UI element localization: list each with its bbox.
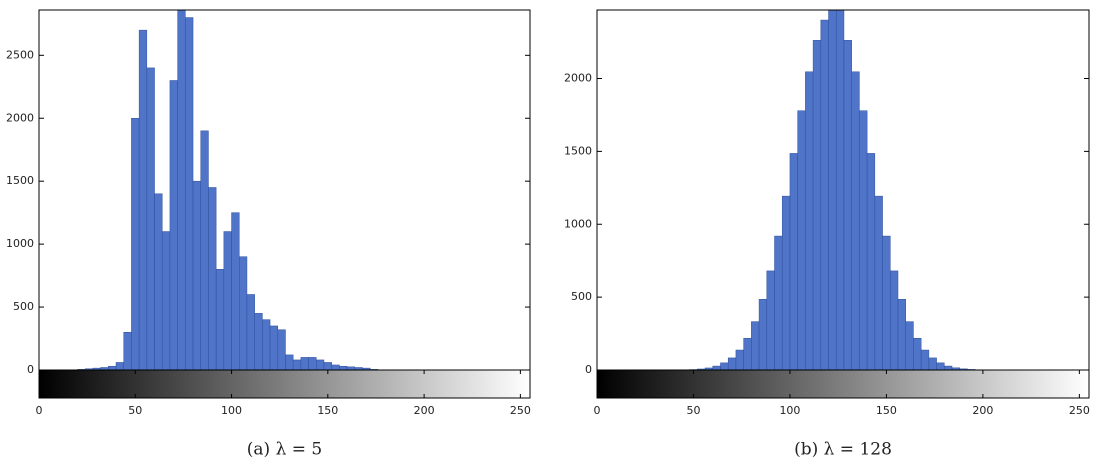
bar [123,331,132,370]
y-tick-label: 1500 [564,144,592,157]
bar [115,362,124,370]
x-tick-label: 50 [686,404,700,417]
bar [269,325,279,370]
bar [720,362,729,370]
bar [323,362,332,370]
bar [277,329,286,370]
bar [866,153,876,370]
bar [262,319,271,370]
bar [743,337,752,370]
bar [246,294,255,370]
bar [897,299,906,370]
y-tick-label: 500 [571,290,592,303]
bar [812,40,822,370]
bar [239,256,248,370]
bar [944,365,953,370]
y-tick-label: 2500 [6,48,34,61]
y-tick-label: 500 [13,300,34,313]
bar [131,118,140,370]
bar [905,321,914,370]
bar [292,359,302,370]
bar [161,231,171,370]
caption: (a) λ = 5 [247,440,322,460]
caption: (b) λ = 128 [794,440,892,460]
bar [797,110,806,370]
bar [285,354,294,370]
x-tick-label: 250 [1069,404,1090,417]
x-tick-label: 100 [779,404,800,417]
x-tick-label: 150 [317,404,338,417]
bar [712,365,721,370]
plot-frame [38,9,531,371]
y-tick-label: 1000 [6,237,34,250]
bar [851,71,860,370]
bar [146,67,155,370]
bar [835,10,845,370]
x-tick-label: 0 [594,404,601,417]
x-tick-label: 200 [414,404,435,417]
bar [138,29,148,370]
bars [77,10,379,370]
bar [828,10,837,370]
bar [936,362,945,370]
x-tick-label: 150 [876,404,897,417]
y-tick-label: 1500 [6,174,34,187]
bars [689,10,976,370]
bar [805,71,814,370]
bar [890,270,899,370]
bar [169,80,178,370]
bar [774,235,783,370]
bar [208,187,217,370]
bar [882,235,891,370]
bar [874,195,883,370]
y-tick-label: 0 [585,363,592,376]
bar [843,40,852,370]
y-tick-label: 0 [27,363,34,376]
x-tick-label: 200 [972,404,993,417]
bar [913,337,922,370]
bar [185,17,194,370]
x-tick-label: 50 [128,404,142,417]
bar [223,231,232,370]
bar [254,313,263,370]
bar [231,212,240,370]
colorbar [38,369,531,399]
bar [154,193,163,370]
bar [200,130,209,370]
bar [339,365,348,370]
y-tick-label: 2000 [6,111,34,124]
bar [108,365,117,370]
bar [192,180,201,370]
bar [331,364,340,370]
bar [789,153,798,370]
bar [758,299,768,370]
bar [766,270,775,370]
x-tick-label: 100 [221,404,242,417]
bar [300,357,309,370]
colorbar [596,369,1090,399]
bar [751,321,760,370]
bar [820,19,829,370]
bar [859,110,868,370]
bar [308,357,317,370]
y-tick-label: 1000 [564,217,592,230]
bar [727,357,737,370]
x-tick-label: 0 [36,404,43,417]
y-tick-label: 2000 [564,72,592,85]
bar [177,10,186,370]
bar [316,359,325,370]
x-tick-label: 250 [510,404,531,417]
bar [215,269,225,370]
bar [920,349,930,370]
bar [928,357,937,370]
bar [781,195,791,370]
bar [735,349,744,370]
